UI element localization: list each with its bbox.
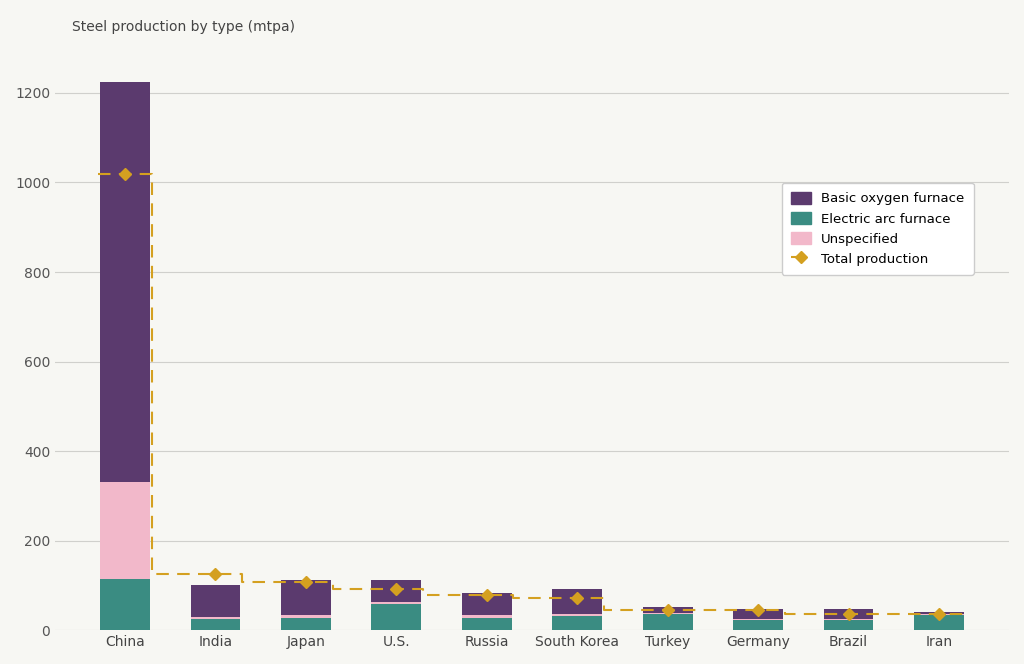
Bar xyxy=(823,609,873,619)
Bar xyxy=(372,604,421,630)
Bar xyxy=(914,614,964,616)
Bar xyxy=(643,613,692,614)
Bar xyxy=(552,616,602,630)
Bar xyxy=(462,616,512,618)
Bar xyxy=(914,616,964,630)
Bar xyxy=(100,483,150,578)
Bar xyxy=(914,612,964,614)
Bar xyxy=(372,602,421,604)
Bar xyxy=(733,609,783,619)
Bar xyxy=(190,619,241,630)
Bar xyxy=(823,619,873,620)
Bar xyxy=(733,620,783,630)
Bar xyxy=(372,580,421,602)
Bar xyxy=(190,617,241,619)
Text: Steel production by type (mtpa): Steel production by type (mtpa) xyxy=(72,20,295,34)
Legend: Basic oxygen furnace, Electric arc furnace, Unspecified, Total production: Basic oxygen furnace, Electric arc furna… xyxy=(781,183,974,275)
Bar xyxy=(462,593,512,616)
Bar xyxy=(462,618,512,630)
Bar xyxy=(823,620,873,630)
Bar xyxy=(100,82,150,483)
Bar xyxy=(552,589,602,614)
Bar xyxy=(643,614,692,630)
Bar xyxy=(281,616,331,618)
Bar xyxy=(281,580,331,616)
Bar xyxy=(100,578,150,630)
Bar xyxy=(733,619,783,620)
Bar xyxy=(281,618,331,630)
Bar xyxy=(190,586,241,617)
Bar xyxy=(552,614,602,616)
Bar xyxy=(643,608,692,613)
